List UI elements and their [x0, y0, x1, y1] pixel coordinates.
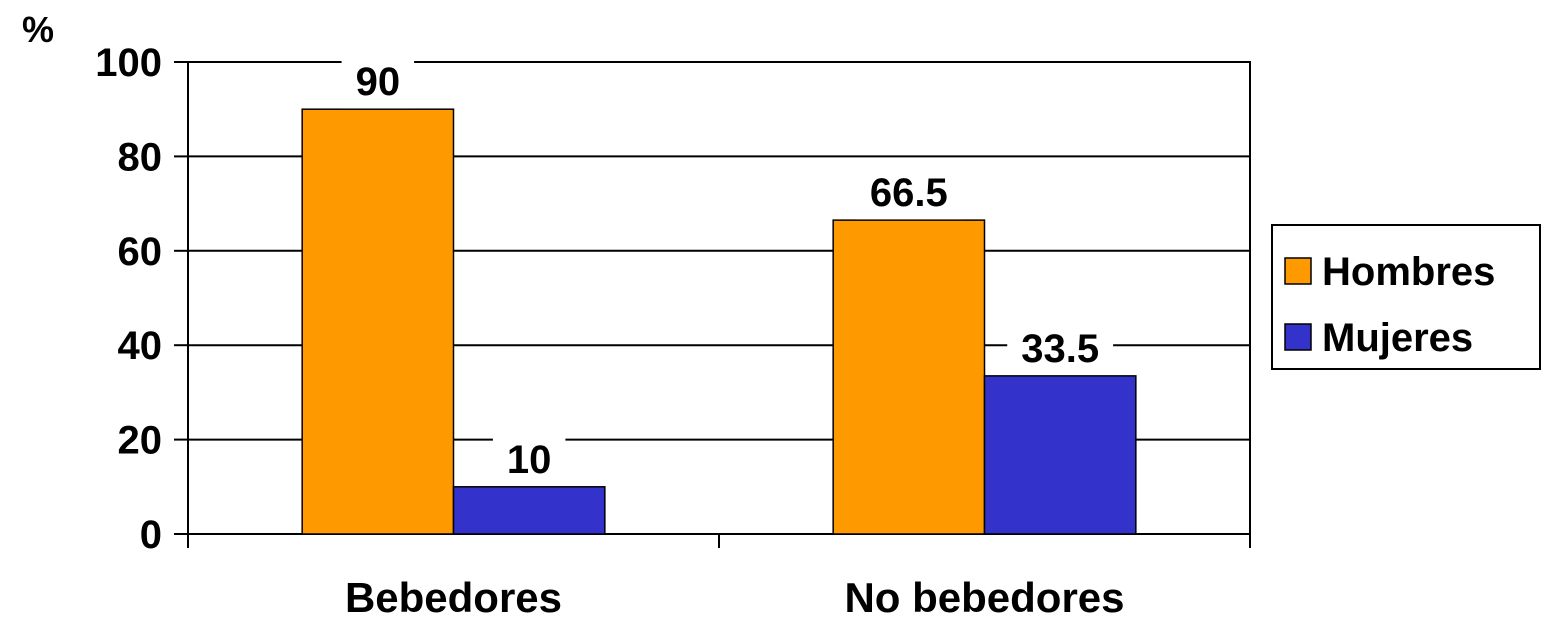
data-label: 10 [507, 438, 552, 482]
data-label: 33.5 [1021, 327, 1099, 371]
bars [301, 108, 1137, 535]
data-label-background [341, 56, 415, 109]
bar-hombres-no-bebedores [832, 219, 986, 535]
y-tick-label: 20 [118, 419, 163, 463]
tick-labels: 0 20 40 60 80 100 Bebedores No bebedores [95, 41, 1124, 621]
legend: Hombres Mujeres [1271, 224, 1541, 370]
legend-label: Hombres [1322, 250, 1495, 294]
legend-swatch [1284, 257, 1312, 285]
data-labels: 90 10 66.5 33.5 [341, 56, 1114, 486]
data-label: 66.5 [870, 171, 948, 215]
data-label-background [1007, 322, 1114, 375]
legend-swatch [1284, 323, 1312, 351]
y-tick-label: 60 [118, 230, 163, 274]
y-tick-label: 80 [118, 135, 163, 179]
bar-hombres-bebedores [301, 108, 455, 535]
y-tick-label: 40 [118, 324, 163, 368]
bar-mujeres-no-bebedores [983, 375, 1137, 535]
data-label-background [492, 433, 566, 486]
y-tick-label: 0 [140, 513, 162, 557]
data-label: 90 [356, 60, 401, 104]
x-tick-label: No bebedores [844, 574, 1124, 621]
bar-mujeres-bebedores [452, 486, 606, 535]
legend-label: Mujeres [1322, 316, 1473, 360]
axes [174, 61, 1251, 548]
legend-box [1271, 224, 1541, 370]
x-tick-label: Bebedores [345, 574, 562, 621]
y-tick-label: 100 [95, 41, 162, 85]
data-label-background [855, 167, 962, 220]
y-unit-label: % [22, 9, 54, 50]
